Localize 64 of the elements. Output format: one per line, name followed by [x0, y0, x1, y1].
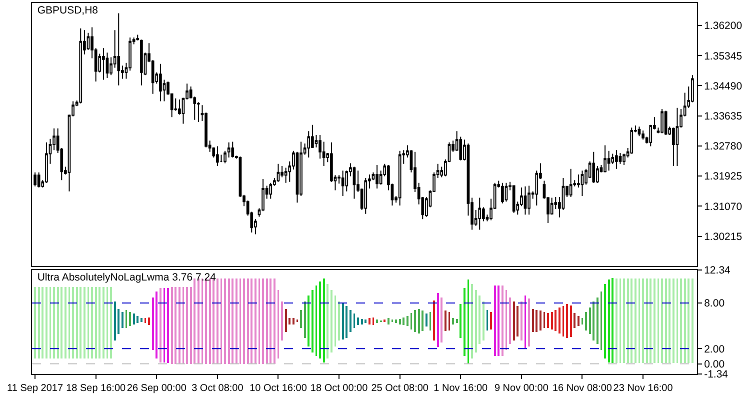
y-tick-label: 1.35345 [704, 50, 742, 62]
candlestick [528, 185, 530, 216]
x-tick-label: 25 Oct 08:00 [371, 383, 429, 394]
candlestick [580, 170, 584, 196]
candlestick [106, 52, 109, 78]
candlestick [224, 150, 226, 164]
candlestick [638, 126, 641, 137]
y-tick-label: 1.36200 [704, 20, 742, 32]
x-tick-label: 11 Sep 2017 [7, 383, 64, 394]
x-tick-label: 1 Nov 16:00 [434, 383, 488, 394]
chart-title: GBPUSD,H8 [37, 4, 98, 16]
candlestick [159, 63, 162, 102]
candlestick [569, 168, 572, 198]
candlestick [341, 170, 344, 196]
candlestick [102, 48, 105, 80]
candlestick [140, 39, 143, 86]
candlestick [504, 182, 508, 202]
candlestick [501, 182, 504, 204]
candlestick [45, 142, 48, 184]
y-tick-label: 1.34490 [704, 80, 742, 92]
x-tick-label: 9 Nov 00:00 [494, 383, 549, 394]
candlestick [216, 146, 219, 167]
candlestick [660, 108, 664, 134]
candlestick [512, 185, 516, 214]
x-tick-label: 26 Sep 00:00 [126, 383, 187, 394]
candlestick [136, 34, 140, 41]
candlestick [524, 186, 527, 216]
candlestick [615, 150, 618, 170]
candlestick [630, 127, 634, 154]
candlestick [269, 182, 272, 200]
candlestick [231, 141, 234, 158]
candlestick [276, 163, 280, 182]
y-tick-label: 1.33635 [704, 110, 742, 123]
candlestick [592, 151, 596, 184]
candlestick [664, 110, 668, 136]
candlestick [364, 177, 368, 214]
chart-title: Ultra AbsolutelyNoLagLwma 3.76 7.24 [37, 271, 216, 284]
candlestick [676, 107, 679, 167]
candlestick [117, 12, 120, 86]
x-tick-label: 10 Oct 16:00 [250, 383, 308, 394]
candlestick [37, 172, 40, 188]
candlestick [376, 164, 378, 190]
x-tick-label: 18 Sep 16:00 [66, 383, 126, 394]
candlestick [604, 144, 606, 173]
y-tick-label: 2.00 [704, 343, 725, 356]
candlestick [642, 130, 644, 140]
y-tick-label: 0.00 [704, 358, 725, 370]
y-tick-label: 1.31925 [704, 170, 742, 183]
x-tick-label: 16 Nov 08:00 [552, 383, 612, 394]
candlestick [227, 142, 230, 158]
candlestick [478, 197, 482, 230]
candlestick [34, 172, 36, 187]
y-tick-label: 8.00 [704, 298, 725, 310]
y-tick-label: -1.34 [704, 368, 728, 381]
candlestick [398, 150, 402, 206]
candlestick [352, 166, 356, 200]
x-tick-label: 18 Oct 00:00 [310, 383, 368, 394]
y-tick-label: 1.32780 [704, 140, 742, 153]
y-tick-label: 1.30215 [704, 230, 742, 243]
x-tick-label: 3 Oct 08:00 [192, 383, 244, 394]
x-tick-label: 23 Nov 16:00 [613, 383, 674, 394]
candlestick [79, 28, 82, 104]
y-tick-label: 12.34 [704, 264, 731, 277]
y-tick-label: 1.31070 [704, 200, 742, 213]
